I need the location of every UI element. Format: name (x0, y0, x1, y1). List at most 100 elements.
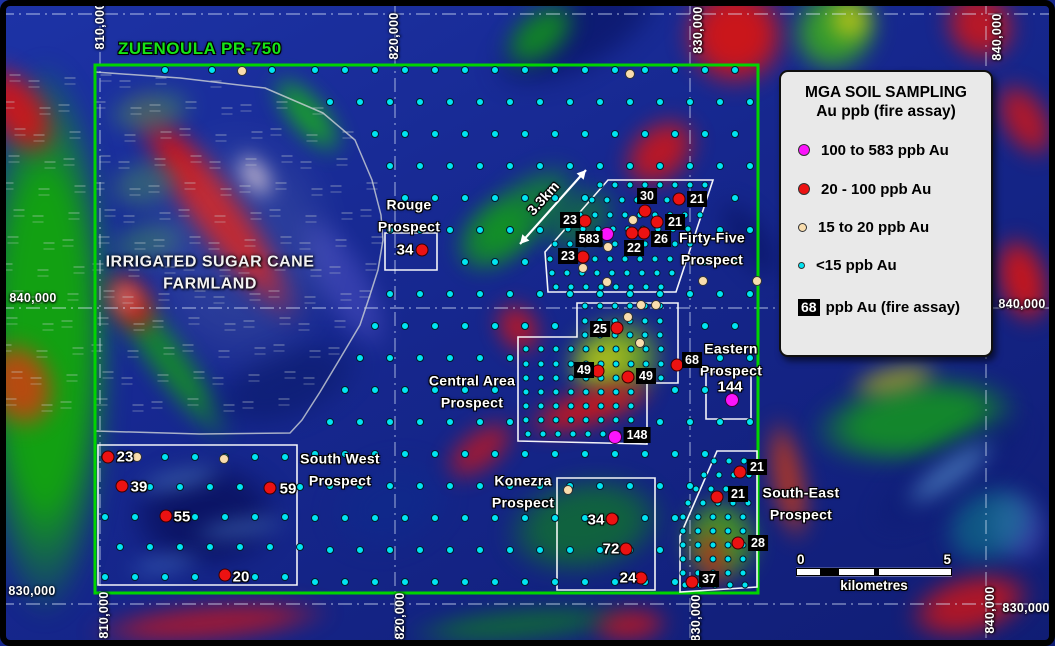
marsh-icon (274, 263, 286, 271)
sample-dot-low (491, 386, 499, 394)
sample-dot-low (694, 555, 702, 563)
marsh-icon (298, 323, 310, 331)
marsh-icon (213, 296, 225, 304)
sample-dot-low (741, 581, 749, 589)
sample-dot-low (608, 269, 616, 277)
sample-dot-low (679, 513, 687, 521)
sample-dot-low (567, 374, 575, 382)
sample-dot-low (446, 162, 454, 170)
sample-dot-mid (219, 454, 229, 464)
sample-dot-low (746, 354, 754, 362)
sample-dot-low (386, 546, 394, 554)
sample-dot-low (551, 514, 559, 522)
sample-dot-low (536, 98, 544, 106)
scale-start: 0 (797, 552, 805, 567)
sample-dot-low (731, 258, 739, 266)
sample-dot-low (612, 345, 620, 353)
sample-dot-low (671, 578, 679, 586)
sample-dot-mid (635, 338, 645, 348)
marsh-icon (72, 347, 84, 355)
marsh-icon (12, 290, 24, 298)
sample-dot-low (552, 345, 560, 353)
coordinate-label: 840,000 (983, 586, 997, 634)
sample-dot-high (733, 465, 747, 479)
sample-dot-low (566, 240, 574, 248)
sample-dot-low (476, 354, 484, 362)
sample-dot-low (386, 354, 394, 362)
marsh-icon (9, 74, 21, 82)
sample-dot-low (161, 453, 169, 461)
marsh-icon (97, 317, 109, 325)
marsh-icon (159, 212, 171, 220)
sample-dot-low (401, 578, 409, 586)
marsh-icon (68, 212, 80, 220)
marsh-icon (92, 263, 104, 271)
sample-dot-low (491, 578, 499, 586)
sample-dot-low (739, 513, 747, 521)
sample-dot-low (731, 130, 739, 138)
sample-dot-low (416, 162, 424, 170)
sample-dot-low (416, 226, 424, 234)
sample-dot-low (101, 573, 109, 581)
sample-dot-low (311, 450, 319, 458)
sample-dot-low (296, 543, 304, 551)
marsh-icon (67, 293, 79, 301)
marsh-icon (133, 323, 145, 331)
sample-dot-low (739, 555, 747, 563)
sample-dot-low (552, 283, 560, 291)
prospect-label-south-west: South West Prospect (300, 450, 380, 488)
sample-dot-low (716, 226, 724, 234)
sample-dot-low (681, 255, 689, 263)
marsh-icon (214, 215, 226, 223)
sample-dot-low (582, 388, 590, 396)
sample-dot-low (731, 322, 739, 330)
marsh-icon (63, 158, 75, 166)
sample-dot-low (744, 499, 752, 507)
marsh-icon (223, 404, 235, 412)
marsh-icon (312, 107, 324, 115)
sample-dot-low (623, 269, 631, 277)
marsh-icon (220, 188, 232, 196)
marsh-icon (304, 296, 316, 304)
sample-dot-low (656, 98, 664, 106)
sample-dot-low (709, 513, 717, 521)
sample-dot-low (567, 360, 575, 368)
legend: MGA SOIL SAMPLING Au ppb (fire assay) 10… (779, 70, 993, 357)
sample-dot-low (596, 181, 604, 189)
sample-dot-low (506, 98, 514, 106)
cream-dot-icon (798, 222, 807, 232)
sample-dot-low (567, 402, 575, 410)
sample-dot-low (606, 255, 614, 263)
sample-dot-low (709, 527, 717, 535)
sample-dot-low (461, 386, 469, 394)
sample-dot-low (569, 430, 577, 438)
sample-dot-low (611, 130, 619, 138)
sample-dot-low (281, 573, 289, 581)
sample-dot-low (603, 196, 611, 204)
sample-dot-low (591, 255, 599, 263)
sample-dot-low (581, 317, 589, 325)
sample-dot-low (657, 360, 665, 368)
marsh-icon (340, 293, 352, 301)
sample-dot-mid (602, 277, 612, 287)
sample-dot-low (281, 513, 289, 521)
sample-dot-low (724, 527, 732, 535)
sample-dot-low (626, 290, 634, 298)
sample-dot-low (251, 453, 259, 461)
sample-dot-low (627, 360, 635, 368)
sample-dot-low (491, 130, 499, 138)
sample-dot-low (716, 98, 724, 106)
distance-arrow (519, 169, 587, 245)
sample-dot-low (446, 354, 454, 362)
sample-dot-low (692, 485, 700, 493)
sample-dot-low (671, 66, 679, 74)
sample-dot-low (101, 513, 109, 521)
legend-subtitle: Au ppb (fire assay) (816, 103, 956, 120)
sample-dot-mid (651, 300, 661, 310)
sample-dot-low (626, 181, 634, 189)
marsh-icon (194, 290, 206, 298)
sample-dot-low (551, 240, 559, 248)
value-box-icon: 68 (798, 298, 820, 316)
sample-dot-high (710, 490, 724, 504)
marsh-icon (121, 377, 133, 385)
